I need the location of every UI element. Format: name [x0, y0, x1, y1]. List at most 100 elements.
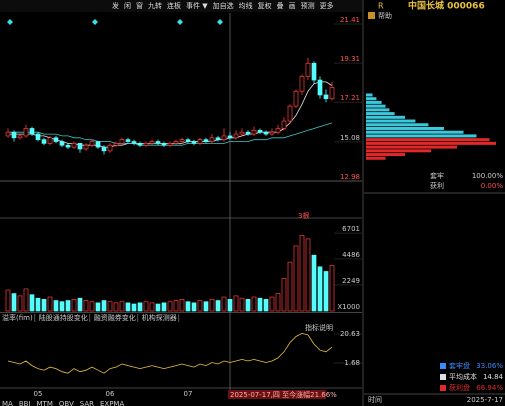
volume-bar — [155, 303, 161, 312]
stock-name: 中国长城 000066 — [408, 0, 485, 12]
legend-value: 33.06% — [476, 362, 503, 370]
candle-body — [101, 146, 107, 152]
y-tick-label: 1.68 — [344, 359, 360, 367]
indicator-tab[interactable]: 融资融券变化 — [94, 313, 136, 322]
candle-body — [47, 137, 53, 144]
legend-label: 获利盘 — [449, 383, 470, 392]
indicator-button[interactable]: MTM — [37, 400, 53, 406]
volume-bar — [245, 299, 251, 312]
candle-body — [59, 141, 65, 146]
ratio-label: 套牢 — [430, 171, 444, 180]
volume-bar — [137, 302, 143, 312]
help[interactable]: 帮助 — [378, 11, 392, 20]
volume-bar — [233, 295, 239, 312]
candle-body — [281, 120, 287, 129]
toolbar-item[interactable]: 连板 — [167, 1, 181, 10]
toolbar-item[interactable]: 闲 — [124, 1, 131, 10]
y-tick-label: 15.08 — [340, 134, 360, 142]
toolbar-item[interactable]: 画 — [289, 2, 296, 10]
toolbar-item[interactable]: 窗 — [136, 1, 143, 10]
candle-body — [203, 139, 209, 142]
candle-body — [221, 135, 227, 141]
toolbar-item[interactable]: 复权 — [258, 1, 272, 10]
candle-body — [173, 141, 179, 144]
volume-bar — [329, 265, 335, 312]
unit: X1000 — [337, 303, 360, 311]
candle-body — [167, 143, 173, 146]
indicator-tab[interactable]: 机构探测器 — [142, 313, 177, 322]
volume-bar — [113, 302, 119, 312]
toolbar-item[interactable]: 发 — [112, 1, 119, 10]
candle-body — [77, 143, 83, 150]
candle-body — [227, 135, 233, 139]
toolbar-item[interactable]: 加自选 — [213, 1, 234, 10]
toolbar-item[interactable]: 更多 — [320, 1, 334, 10]
chip-bar — [366, 100, 382, 104]
volume-bar — [17, 295, 23, 312]
ratio-value: 0.00% — [481, 182, 504, 190]
volume-bar — [53, 300, 59, 312]
indicator-tab[interactable]: 溢率(fim) — [2, 313, 33, 322]
candle-body — [23, 128, 29, 137]
volume-bar — [107, 301, 113, 312]
chip-bar — [366, 93, 373, 97]
volume-bar — [161, 302, 167, 312]
candle-body — [65, 144, 71, 148]
diamonds — [7, 19, 223, 25]
toolbar-item[interactable]: 预测 — [301, 1, 315, 10]
indicator-button[interactable]: SAR — [80, 400, 94, 406]
volume-bar — [59, 301, 65, 312]
indicator-button[interactable]: EXPMA — [100, 400, 124, 406]
indicator-tab[interactable]: 陆股通持股变化 — [39, 313, 88, 322]
toolbar-item[interactable]: 事件 ▼ — [186, 1, 208, 10]
volume-bar — [77, 297, 83, 312]
chip-bar — [366, 153, 405, 157]
indicator-button[interactable]: OBV — [59, 400, 74, 406]
y-tick-label: 12.98 — [340, 173, 360, 181]
volume-bar — [95, 302, 101, 312]
chip-bar — [366, 123, 429, 127]
legend-swatch — [440, 374, 446, 380]
volume-bar — [179, 299, 185, 312]
candle-body — [107, 144, 113, 152]
volume-bar — [197, 300, 203, 312]
volume-bar — [317, 266, 323, 312]
candle-body — [275, 128, 281, 133]
candle-body — [305, 62, 311, 77]
ratio-label: 获利 — [430, 181, 444, 190]
chip-bar — [366, 134, 477, 138]
flag: R — [378, 2, 384, 11]
volume-bar — [185, 301, 191, 312]
candle-body — [263, 131, 269, 135]
toolbar-item[interactable]: 叠 — [277, 2, 284, 10]
candle-body — [11, 131, 17, 139]
indicator-help[interactable]: 指标说明 — [305, 323, 333, 332]
toolbar-item[interactable]: 均线 — [239, 1, 253, 10]
volume-bar — [221, 296, 227, 312]
indicator-button[interactable]: MA — [2, 400, 13, 406]
candle-body — [209, 137, 215, 142]
volume-bar — [119, 301, 125, 312]
candle-body — [299, 75, 305, 92]
volume-bar — [251, 296, 257, 312]
indicator-button[interactable]: BBI — [19, 400, 31, 406]
volume-bar — [143, 301, 149, 312]
chip-bar — [366, 97, 377, 101]
annotation: 3根 — [298, 211, 309, 220]
help-icon[interactable] — [368, 12, 375, 19]
volume-bar — [281, 278, 287, 312]
volume-bar — [65, 300, 71, 312]
time-value: 2025-7-17 — [467, 396, 503, 404]
candle-body — [41, 139, 47, 144]
volume-bar — [287, 261, 293, 312]
volume-bar — [131, 303, 137, 312]
y-tick-label: 21.41 — [340, 16, 360, 24]
toolbar-item[interactable]: 九转 — [148, 1, 162, 10]
volume-bar — [323, 271, 329, 312]
time-label: 时间 — [368, 395, 382, 404]
toolbar-bg — [0, 0, 362, 12]
volume-bar — [203, 301, 209, 312]
candle-body — [179, 139, 185, 142]
